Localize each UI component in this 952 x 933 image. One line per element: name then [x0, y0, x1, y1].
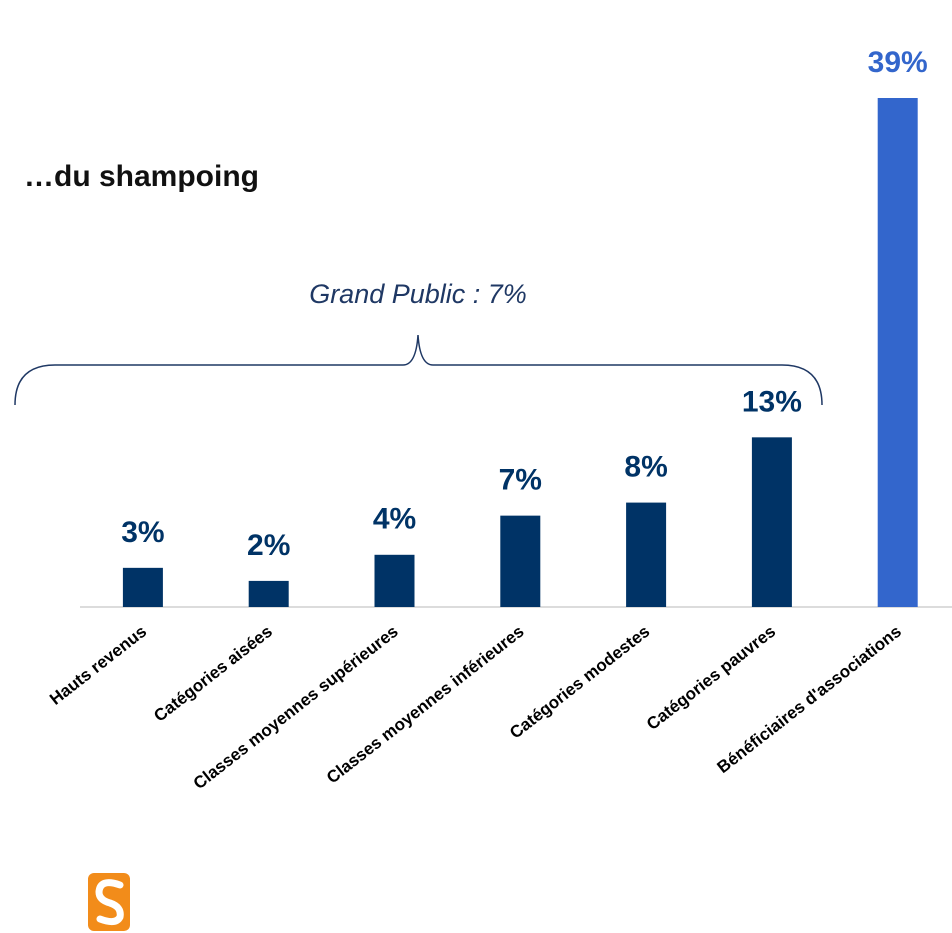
bar [248, 580, 289, 607]
x-tick-label: Catégories modestes [506, 622, 653, 743]
x-tick-label: Hauts revenus [46, 622, 150, 709]
chart-title: …du shampoing [24, 160, 259, 193]
logo [88, 873, 130, 931]
brace [14, 334, 823, 406]
value-label: 39% [868, 46, 928, 79]
logo-s [95, 879, 124, 926]
value-label: 8% [624, 451, 667, 484]
value-label: 13% [742, 385, 802, 418]
bar [626, 502, 667, 607]
x-tick-label: Classes moyennes inférieures [323, 622, 528, 788]
value-label: 7% [499, 464, 542, 497]
value-label: 4% [373, 503, 416, 536]
bar [500, 515, 541, 607]
x-tick-label: Catégories aisées [150, 622, 276, 726]
x-tick-label: Catégories pauvres [643, 622, 779, 734]
bar [374, 554, 415, 607]
bar [122, 567, 163, 607]
x-tick-label: Classes moyennes supérieures [190, 622, 402, 793]
bar [751, 437, 792, 607]
value-label: 2% [247, 529, 290, 562]
bar [877, 98, 918, 607]
value-label: 3% [121, 516, 164, 549]
annotation: Grand Public : 7% [309, 279, 527, 309]
